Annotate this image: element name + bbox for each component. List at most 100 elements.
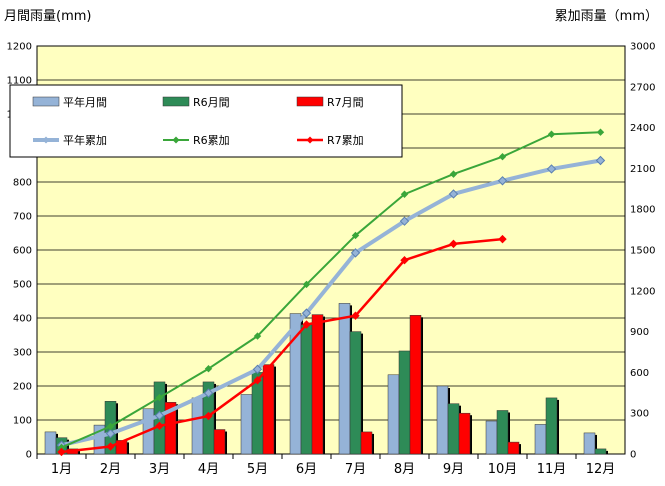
- line-point-1: [106, 422, 115, 431]
- line-point-1: [449, 170, 458, 178]
- legend-box: [9, 84, 403, 158]
- legend-label: R6月間: [193, 96, 230, 109]
- line-point-2: [106, 442, 115, 451]
- x-tick-label: 9月: [443, 462, 464, 477]
- bar-0: [338, 303, 351, 455]
- line-point-2: [155, 421, 164, 431]
- legend-label: R7月間: [327, 96, 364, 109]
- line-point-1: [253, 332, 262, 340]
- line-point-1: [498, 152, 507, 161]
- x-tick-label: 10月: [488, 462, 518, 477]
- bar-0: [44, 431, 57, 455]
- bar-0: [240, 394, 253, 455]
- right-tick-label: 1500: [630, 246, 655, 257]
- line-point-1: [155, 393, 164, 402]
- bar-0: [485, 420, 498, 455]
- left-tick-label: 700: [13, 212, 32, 223]
- bar-0: [191, 397, 204, 455]
- legend-swatch-bar: [296, 96, 324, 107]
- line-point-1: [400, 190, 409, 198]
- right-axis-ticks: 0 300 600 900 1200 1500 1800 2100 2400 2700 3000: [630, 42, 655, 461]
- right-tick-label: 900: [630, 327, 649, 338]
- line-point-2: [351, 311, 360, 320]
- bar-0: [583, 432, 596, 455]
- right-axis-title: 累加雨量（mm）: [555, 9, 658, 24]
- bar-1: [594, 448, 607, 455]
- right-tick-label: 2700: [630, 82, 655, 93]
- left-tick-label: 800: [13, 178, 32, 189]
- bar-2: [311, 314, 324, 455]
- line-point-2: [498, 234, 507, 244]
- line-0: [61, 158, 601, 448]
- line-point-1: [204, 365, 213, 373]
- bar-2: [262, 364, 275, 455]
- line-point-2: [57, 447, 66, 457]
- bar-2: [115, 440, 128, 455]
- bar-1: [398, 350, 411, 455]
- line-point-0: [301, 308, 312, 318]
- line-point-1: [596, 128, 605, 136]
- left-tick-label: 600: [13, 246, 32, 257]
- line-point-2: [204, 411, 213, 421]
- line-point-1: [351, 231, 360, 240]
- bar-1: [447, 403, 460, 455]
- bar-0: [289, 313, 302, 455]
- line-point-1: [302, 280, 311, 289]
- line-point-0: [399, 216, 410, 226]
- line-point-0: [497, 176, 508, 186]
- line-point-0: [105, 428, 116, 439]
- bar-2: [164, 402, 177, 455]
- legend-label: 平年月間: [63, 95, 107, 109]
- legend-swatch-bar: [162, 96, 190, 107]
- line-point-2: [302, 320, 311, 329]
- bar-2: [458, 412, 471, 455]
- right-tick-label: 1200: [630, 286, 655, 297]
- bar-0: [387, 374, 400, 455]
- left-tick-label: 300: [13, 348, 32, 359]
- legend-marker: [306, 136, 314, 144]
- line-point-2: [449, 239, 458, 249]
- left-tick-label: 1200: [7, 42, 32, 53]
- line-point-1: [547, 130, 556, 138]
- x-axis-ticks: 1月 2月 3月 4月 5月 6月 7月 8月 9月 10月 11月 12月: [36, 454, 616, 477]
- bar-1: [349, 331, 362, 455]
- legend-marker: [42, 136, 50, 144]
- right-tick-label: 600: [630, 368, 649, 379]
- right-tick-label: 2400: [630, 123, 655, 134]
- x-tick-label: 5月: [247, 462, 268, 477]
- right-tick-label: 2100: [630, 164, 655, 175]
- left-tick-label: 100: [13, 416, 32, 427]
- left-axis-title: 月間雨量(mm): [4, 9, 91, 24]
- bar-0: [436, 385, 449, 455]
- legend-marker: [172, 136, 180, 144]
- line-point-0: [203, 388, 214, 398]
- right-tick-label: 3000: [630, 42, 655, 53]
- left-tick-label: 200: [13, 382, 32, 393]
- right-tick-label: 300: [630, 409, 649, 420]
- x-tick-label: 8月: [394, 462, 415, 477]
- bar-1: [545, 397, 558, 455]
- x-tick-label: 11月: [537, 462, 567, 477]
- line-1: [61, 131, 601, 449]
- line-point-0: [448, 189, 459, 199]
- line-point-0: [350, 248, 361, 258]
- bar-1: [496, 410, 509, 455]
- bar-1: [300, 324, 313, 455]
- left-tick-label: 500: [13, 280, 32, 291]
- bar-2: [213, 429, 226, 455]
- line-series: [56, 128, 606, 457]
- legend-label: R6累加: [193, 134, 230, 147]
- x-tick-label: 12月: [586, 462, 616, 477]
- x-tick-label: 6月: [296, 462, 317, 477]
- line-2: [61, 237, 503, 454]
- right-tick-label: 0: [630, 450, 636, 461]
- legend-swatch-bar: [32, 96, 60, 107]
- bar-2: [409, 315, 422, 455]
- x-tick-label: 2月: [100, 462, 121, 477]
- left-tick-label: 400: [13, 314, 32, 325]
- line-point-0: [546, 164, 557, 174]
- x-tick-label: 7月: [345, 462, 366, 477]
- x-tick-label: 3月: [149, 462, 170, 477]
